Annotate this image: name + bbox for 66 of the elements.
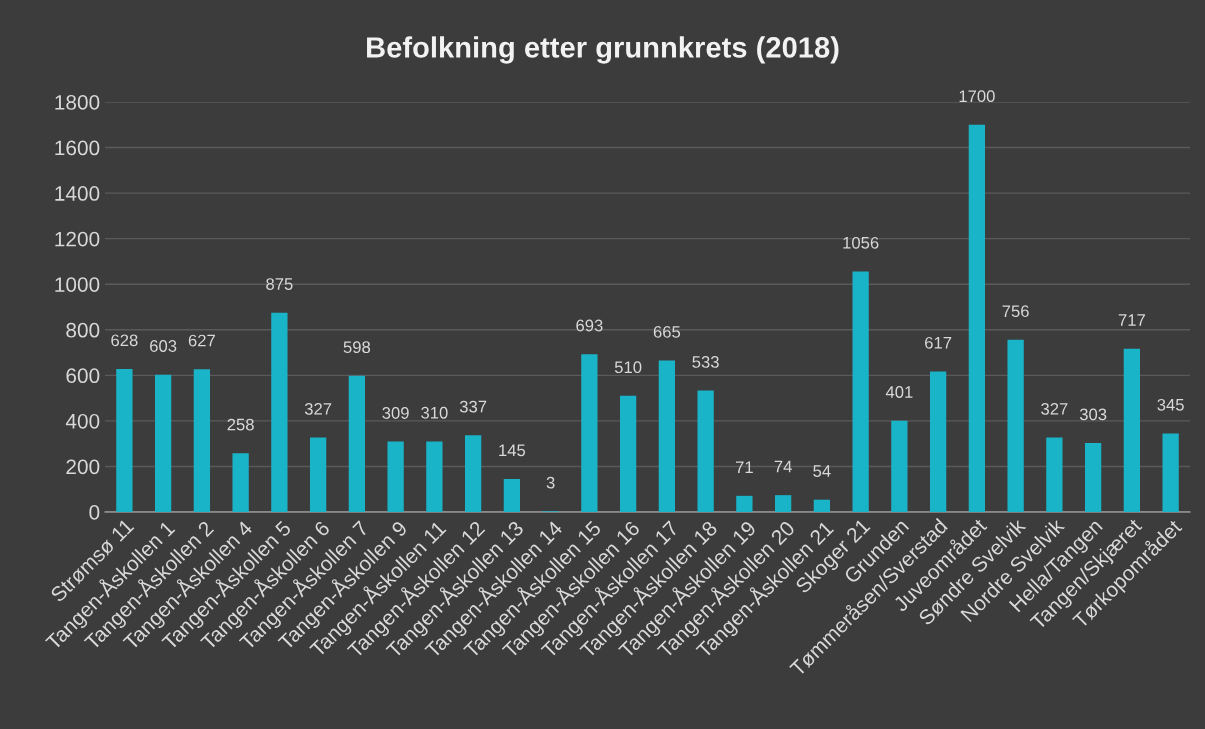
data-label: 309 <box>382 407 409 419</box>
bar <box>193 369 211 512</box>
bar <box>658 360 676 512</box>
bar <box>387 441 404 512</box>
data-label: 74 <box>774 460 792 473</box>
y-tick-label: 1400 <box>55 186 100 201</box>
data-label: 310 <box>421 406 448 419</box>
data-label: 756 <box>1002 305 1029 318</box>
bar <box>271 312 288 512</box>
bar <box>1162 433 1179 512</box>
data-label: 693 <box>576 319 603 332</box>
data-label: 3 <box>546 476 555 489</box>
bar <box>619 395 637 512</box>
y-tick-label: 800 <box>66 322 100 338</box>
bar <box>232 453 249 512</box>
y-tick-label: 1000 <box>55 277 100 292</box>
data-label: 54 <box>813 465 831 477</box>
bar <box>929 371 947 512</box>
bar <box>1007 339 1024 512</box>
data-label: 1056 <box>843 236 879 249</box>
bar <box>309 437 327 512</box>
y-tick-label: 1800 <box>55 95 100 110</box>
bar <box>348 375 366 512</box>
y-tick-label: 400 <box>65 413 100 429</box>
data-label: 145 <box>499 444 526 457</box>
bar <box>1084 442 1102 512</box>
data-label: 327 <box>304 402 332 415</box>
bar <box>1046 437 1063 512</box>
y-tick-label: 1600 <box>55 140 100 156</box>
data-label: 345 <box>1157 398 1184 411</box>
data-label: 533 <box>692 356 719 368</box>
bar <box>774 495 792 512</box>
bar <box>581 354 598 512</box>
bar <box>852 271 869 512</box>
data-label: 717 <box>1118 314 1145 326</box>
data-label: 627 <box>188 334 215 347</box>
y-tick-label: 0 <box>89 505 100 520</box>
bar <box>116 368 133 512</box>
data-label: 603 <box>150 340 177 352</box>
data-label: 628 <box>111 334 138 347</box>
bar <box>464 435 482 512</box>
data-label: 258 <box>227 418 254 431</box>
bar <box>426 441 443 512</box>
data-label: 1700 <box>959 90 995 103</box>
bar <box>736 495 753 512</box>
data-label: 875 <box>266 278 293 290</box>
data-label: 337 <box>459 400 487 413</box>
bar <box>813 499 831 512</box>
data-label: 617 <box>925 336 952 349</box>
bar <box>154 374 172 512</box>
data-label: 303 <box>1079 408 1107 421</box>
y-tick-label: 600 <box>66 368 100 384</box>
y-tick-label: 1200 <box>55 231 100 247</box>
bar <box>968 124 986 512</box>
data-label: 598 <box>343 341 371 354</box>
y-tick-label: 200 <box>66 459 100 475</box>
bar <box>503 478 521 512</box>
chart-title: Befolkning etter grunnkrets (2018) <box>367 36 839 64</box>
data-label: 71 <box>735 461 753 473</box>
data-label: 665 <box>653 325 681 338</box>
data-label: 401 <box>885 386 913 398</box>
bar <box>891 420 908 512</box>
bar <box>1123 348 1141 512</box>
bar <box>697 390 714 512</box>
data-label: 327 <box>1041 402 1068 415</box>
data-label: 510 <box>614 361 642 374</box>
